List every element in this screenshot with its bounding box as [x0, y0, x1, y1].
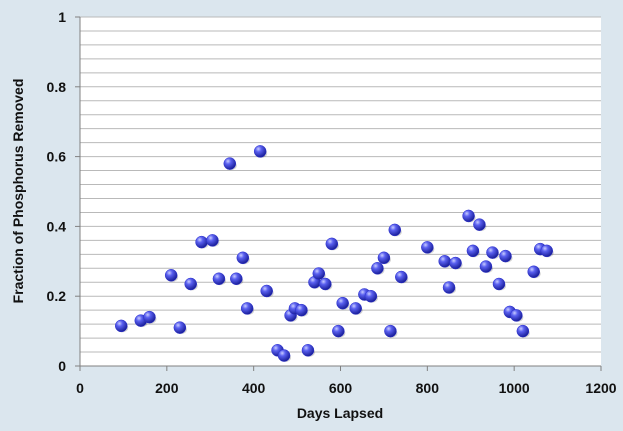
data-point — [449, 256, 462, 270]
data-point — [479, 260, 493, 273]
data-point — [184, 277, 197, 291]
data-point — [325, 237, 339, 251]
x-tick-label: 600 — [329, 380, 353, 396]
data-point — [114, 319, 128, 333]
y-tick-label: 0.6 — [47, 149, 67, 165]
data-point — [371, 262, 384, 275]
data-point — [301, 344, 315, 357]
x-tick-label: 200 — [155, 380, 179, 396]
y-tick-label: 0 — [58, 358, 66, 374]
data-point — [421, 241, 434, 254]
data-point — [295, 303, 308, 317]
data-point — [223, 157, 237, 170]
data-point — [395, 270, 408, 284]
data-point — [492, 277, 506, 291]
data-point — [332, 324, 345, 338]
x-tick-label: 0 — [76, 380, 84, 396]
data-point — [499, 249, 512, 263]
data-point — [364, 289, 378, 303]
data-point — [312, 267, 326, 280]
y-tick-label: 0.4 — [47, 218, 67, 234]
data-point — [277, 349, 291, 362]
data-point — [486, 246, 499, 259]
y-tick-label: 0.2 — [47, 288, 67, 304]
data-point — [438, 255, 451, 268]
data-point — [253, 145, 267, 158]
data-point — [540, 244, 553, 258]
data-point — [388, 223, 402, 237]
y-tick-label: 0.8 — [47, 79, 67, 95]
data-point — [466, 244, 480, 258]
data-point — [377, 251, 391, 265]
data-point — [260, 284, 273, 298]
data-point — [173, 321, 187, 334]
plot-area — [80, 17, 601, 366]
grid-layer — [80, 16, 601, 353]
data-point — [195, 235, 208, 249]
data-point — [143, 310, 156, 324]
data-point — [206, 234, 219, 247]
data-points — [114, 145, 554, 363]
x-axis-title: Days Lapsed — [297, 405, 383, 421]
data-point — [442, 281, 456, 294]
data-point — [240, 302, 254, 315]
data-point — [384, 324, 397, 338]
axis-layer — [75, 16, 602, 371]
data-point — [230, 272, 243, 285]
data-point — [527, 265, 540, 279]
y-axis-title: Fraction of Phosphorus Removed — [10, 79, 26, 304]
data-point — [236, 251, 250, 265]
y-tick-label: 1 — [58, 9, 66, 25]
data-point — [212, 272, 226, 285]
x-tick-label: 1000 — [499, 380, 530, 396]
x-tick-label: 1200 — [585, 380, 616, 396]
data-point — [336, 296, 349, 310]
data-point — [164, 269, 178, 282]
data-point — [473, 218, 486, 231]
data-point — [516, 324, 530, 338]
x-tick-label: 400 — [242, 380, 266, 396]
data-point — [462, 209, 475, 223]
data-point — [319, 277, 332, 291]
data-point — [349, 302, 362, 315]
tick-labels: 0 0.2 0.4 0.6 0.8 1 0 200 400 600 800 1000 1200 — [47, 9, 617, 396]
data-point — [510, 309, 523, 322]
x-tick-label: 800 — [416, 380, 440, 396]
